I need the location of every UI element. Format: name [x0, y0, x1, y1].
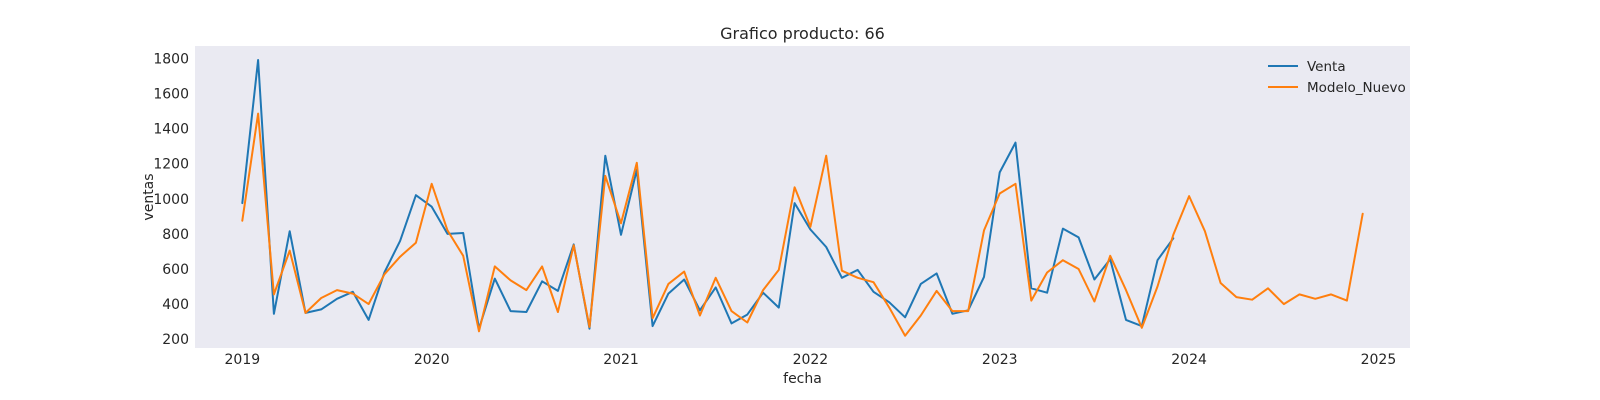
y-tick-label: 1800: [153, 51, 189, 67]
x-tick-label: 2025: [1361, 352, 1397, 368]
x-tick-label: 2023: [982, 352, 1018, 368]
y-tick-label: 200: [162, 332, 189, 348]
y-tick-label: 1200: [153, 157, 189, 173]
y-tick-label: 600: [162, 262, 189, 278]
y-tick-label: 800: [162, 227, 189, 243]
x-axis-ticks: 2019 2020 2021 2022 2023 2024 2025: [225, 352, 1397, 368]
chart-title: Grafico producto: 66: [720, 24, 885, 43]
y-axis-ticks: 200 400 600 800 1000 1200 1400 1600 1800: [153, 51, 189, 348]
y-tick-label: 1600: [153, 86, 189, 102]
legend: Venta Modelo_Nuevo: [1268, 59, 1406, 96]
legend-label: Modelo_Nuevo: [1307, 80, 1406, 96]
x-tick-label: 2020: [414, 352, 450, 368]
x-tick-label: 2021: [603, 352, 639, 368]
x-tick-label: 2022: [793, 352, 829, 368]
series-layer: [241, 59, 1364, 337]
x-axis-label: fecha: [783, 371, 822, 387]
legend-label: Venta: [1307, 59, 1346, 75]
series-line-modelo-nuevo: [241, 112, 1364, 337]
x-tick-label: 2024: [1171, 352, 1207, 368]
y-tick-label: 400: [162, 297, 189, 313]
y-tick-label: 1400: [153, 122, 189, 138]
y-tick-label: 1000: [153, 192, 189, 208]
x-tick-label: 2019: [225, 352, 261, 368]
plot-area: [195, 46, 1410, 348]
y-axis-label: ventas: [141, 173, 157, 220]
